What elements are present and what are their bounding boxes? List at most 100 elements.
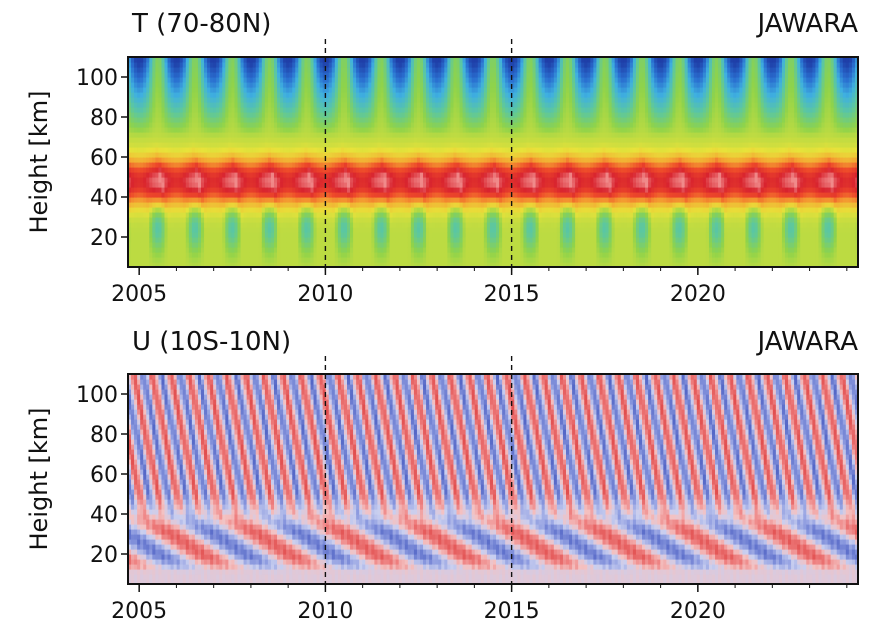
- heatmap-cell: [371, 257, 375, 263]
- heatmap-cell: [173, 167, 178, 173]
- heatmap-cell: [143, 77, 147, 83]
- heatmap-cell: [243, 212, 248, 218]
- heatmap-cell: [447, 162, 452, 168]
- heatmap-cell: [407, 207, 412, 213]
- heatmap-cell: [474, 147, 479, 153]
- heatmap-cell: [234, 212, 239, 218]
- heatmap-cell: [413, 132, 418, 138]
- heatmap-cell: [170, 192, 175, 198]
- heatmap-cell: [298, 87, 302, 93]
- heatmap-cell: [176, 187, 181, 193]
- heatmap-cell: [152, 192, 156, 198]
- heatmap-cell: [322, 197, 327, 203]
- heatmap-cell: [462, 257, 467, 263]
- heatmap-cell: [289, 172, 293, 178]
- heatmap-cell: [362, 247, 366, 253]
- heatmap-cell: [210, 177, 214, 183]
- heatmap-cell: [173, 172, 178, 178]
- heatmap-cell: [438, 102, 442, 108]
- heatmap-cell: [337, 247, 342, 253]
- heatmap-cell: [274, 107, 278, 113]
- heatmap-cell: [423, 162, 427, 168]
- heatmap-cell: [292, 142, 296, 148]
- heatmap-cell: [213, 147, 217, 153]
- heatmap-cell: [441, 187, 445, 193]
- heatmap-cell: [261, 257, 266, 263]
- heatmap-cell: [274, 197, 278, 203]
- heatmap-cell: [441, 67, 445, 73]
- heatmap-cell: [252, 82, 257, 88]
- heatmap-cell: [191, 257, 196, 263]
- heatmap-cell: [298, 107, 302, 113]
- heatmap-cell: [368, 192, 372, 198]
- heatmap-cell: [188, 107, 193, 113]
- heatmap-cell: [426, 132, 430, 138]
- heatmap-cell: [240, 237, 245, 243]
- heatmap-cell: [356, 77, 360, 83]
- heatmap-cell: [331, 167, 336, 173]
- heatmap-cell: [277, 252, 281, 258]
- heatmap-cell: [128, 257, 132, 263]
- heatmap-cell: [432, 152, 436, 158]
- heatmap-cell: [234, 187, 239, 193]
- heatmap-cell: [483, 227, 488, 233]
- heatmap-cell: [401, 187, 406, 193]
- heatmap-cell: [140, 242, 144, 248]
- heatmap-cell: [179, 137, 184, 143]
- heatmap-cell: [416, 67, 421, 73]
- heatmap-cell: [191, 262, 196, 267]
- heatmap-cell: [277, 92, 281, 98]
- heatmap-cell: [228, 87, 233, 93]
- heatmap-cell: [471, 92, 476, 98]
- heatmap-cell: [176, 92, 181, 98]
- heatmap-cell: [450, 152, 455, 158]
- heatmap-cell: [140, 107, 144, 113]
- heatmap-cell: [413, 232, 418, 238]
- heatmap-cell: [480, 172, 485, 178]
- heatmap-cell: [441, 62, 445, 68]
- heatmap-cell: [161, 187, 166, 193]
- heatmap-cell: [368, 92, 372, 98]
- heatmap-cell: [365, 72, 369, 78]
- heatmap-cell: [252, 257, 257, 263]
- heatmap-cell: [340, 142, 345, 148]
- heatmap-cell: [255, 127, 260, 133]
- heatmap-cell: [246, 117, 251, 123]
- heatmap-cell: [298, 227, 302, 233]
- heatmap-cell: [228, 232, 233, 238]
- heatmap-cell: [298, 177, 302, 183]
- heatmap-cell: [298, 127, 302, 133]
- heatmap-cell: [286, 162, 290, 168]
- heatmap-cell: [128, 137, 132, 143]
- heatmap-cell: [310, 87, 315, 93]
- heatmap-cell: [444, 167, 448, 173]
- heatmap-cell: [371, 252, 375, 258]
- heatmap-cell: [137, 77, 141, 83]
- heatmap-cell: [316, 257, 321, 263]
- heatmap-cell: [252, 87, 257, 93]
- heatmap-cell: [264, 222, 269, 228]
- heatmap-cell: [447, 112, 452, 118]
- heatmap-cell: [225, 102, 229, 108]
- heatmap-cell: [280, 187, 284, 193]
- heatmap-cell: [453, 102, 458, 108]
- heatmap-cell: [474, 192, 479, 198]
- heatmap-cell: [435, 72, 439, 78]
- heatmap-cell: [292, 177, 296, 183]
- heatmap-cell: [210, 182, 214, 188]
- heatmap-cell: [301, 217, 306, 223]
- heatmap-cell: [319, 167, 324, 173]
- heatmap-cell: [444, 117, 448, 123]
- heatmap-cell: [377, 197, 382, 203]
- heatmap-cell: [450, 147, 455, 153]
- heatmap-cell: [468, 157, 473, 163]
- heatmap-cell: [246, 92, 251, 98]
- heatmap-cell: [474, 142, 479, 148]
- heatmap-cell: [197, 192, 202, 198]
- heatmap-cell: [255, 117, 260, 123]
- heatmap-cell: [447, 242, 452, 248]
- heatmap-cell: [164, 227, 169, 233]
- heatmap-cell: [207, 202, 211, 208]
- heatmap-cell: [194, 122, 199, 128]
- heatmap-cell: [292, 77, 296, 83]
